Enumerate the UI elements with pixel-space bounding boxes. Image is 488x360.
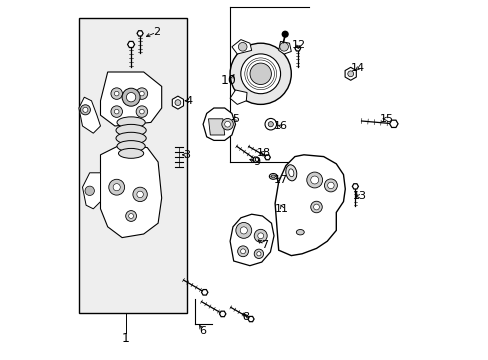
Polygon shape bbox=[389, 120, 397, 127]
Ellipse shape bbox=[271, 175, 275, 178]
Polygon shape bbox=[208, 119, 224, 135]
Polygon shape bbox=[352, 184, 358, 189]
Circle shape bbox=[125, 211, 136, 221]
Circle shape bbox=[80, 105, 90, 115]
Polygon shape bbox=[101, 144, 162, 238]
Circle shape bbox=[310, 201, 322, 213]
Circle shape bbox=[235, 222, 251, 238]
Ellipse shape bbox=[288, 169, 293, 177]
Text: 7: 7 bbox=[260, 240, 267, 250]
Ellipse shape bbox=[117, 141, 145, 152]
Circle shape bbox=[114, 91, 119, 96]
Ellipse shape bbox=[296, 230, 304, 235]
Circle shape bbox=[136, 88, 147, 99]
Text: 5: 5 bbox=[231, 114, 239, 124]
Ellipse shape bbox=[269, 174, 277, 179]
Text: 9: 9 bbox=[253, 157, 260, 167]
Ellipse shape bbox=[118, 148, 143, 158]
Text: 18: 18 bbox=[257, 148, 271, 158]
Text: 1: 1 bbox=[122, 332, 129, 345]
Circle shape bbox=[137, 191, 143, 198]
Text: 12: 12 bbox=[291, 40, 305, 50]
Text: 15: 15 bbox=[379, 114, 393, 124]
Circle shape bbox=[254, 229, 266, 242]
Text: 3: 3 bbox=[183, 150, 190, 160]
Text: 16: 16 bbox=[273, 121, 287, 131]
Circle shape bbox=[175, 100, 181, 105]
Circle shape bbox=[111, 106, 122, 117]
Circle shape bbox=[126, 93, 136, 102]
Polygon shape bbox=[219, 311, 225, 317]
Text: 2: 2 bbox=[152, 27, 160, 37]
Circle shape bbox=[310, 176, 318, 184]
Circle shape bbox=[313, 204, 319, 210]
Circle shape bbox=[257, 233, 263, 239]
Ellipse shape bbox=[117, 117, 145, 128]
Circle shape bbox=[108, 179, 124, 195]
Polygon shape bbox=[345, 67, 356, 80]
Circle shape bbox=[267, 122, 273, 127]
Polygon shape bbox=[231, 40, 251, 54]
Circle shape bbox=[114, 109, 119, 114]
Circle shape bbox=[327, 182, 333, 189]
Circle shape bbox=[264, 118, 276, 130]
Polygon shape bbox=[203, 108, 235, 140]
Circle shape bbox=[136, 106, 147, 117]
Text: 13: 13 bbox=[352, 191, 366, 201]
Circle shape bbox=[85, 186, 94, 195]
Polygon shape bbox=[252, 157, 259, 162]
Polygon shape bbox=[82, 173, 101, 209]
Circle shape bbox=[230, 43, 291, 104]
Circle shape bbox=[254, 249, 263, 258]
Circle shape bbox=[122, 88, 140, 106]
Polygon shape bbox=[127, 41, 134, 48]
Circle shape bbox=[324, 179, 337, 192]
Ellipse shape bbox=[285, 165, 296, 181]
Circle shape bbox=[139, 109, 144, 114]
Circle shape bbox=[111, 88, 122, 99]
Circle shape bbox=[249, 63, 271, 85]
Polygon shape bbox=[79, 97, 101, 133]
Circle shape bbox=[82, 107, 88, 112]
Polygon shape bbox=[278, 41, 291, 54]
Text: 6: 6 bbox=[199, 326, 206, 336]
Circle shape bbox=[256, 252, 261, 256]
Circle shape bbox=[347, 71, 353, 77]
Polygon shape bbox=[275, 155, 345, 256]
Polygon shape bbox=[201, 289, 207, 295]
Circle shape bbox=[240, 249, 245, 254]
Text: 11: 11 bbox=[275, 204, 289, 214]
Text: 10: 10 bbox=[220, 75, 236, 87]
Ellipse shape bbox=[116, 124, 146, 136]
Circle shape bbox=[240, 227, 247, 234]
Polygon shape bbox=[230, 214, 273, 266]
Circle shape bbox=[133, 187, 147, 202]
Circle shape bbox=[224, 121, 230, 127]
Circle shape bbox=[113, 184, 120, 191]
Circle shape bbox=[282, 31, 287, 37]
Circle shape bbox=[128, 213, 133, 219]
Bar bbox=[79, 18, 186, 313]
Text: 8: 8 bbox=[242, 312, 249, 322]
Polygon shape bbox=[137, 31, 143, 36]
Polygon shape bbox=[294, 46, 300, 51]
Circle shape bbox=[238, 42, 246, 51]
Circle shape bbox=[139, 91, 144, 96]
Text: 14: 14 bbox=[350, 63, 364, 73]
Polygon shape bbox=[247, 316, 254, 322]
Polygon shape bbox=[264, 155, 270, 160]
Circle shape bbox=[222, 118, 233, 130]
Polygon shape bbox=[172, 96, 183, 109]
Circle shape bbox=[237, 246, 248, 257]
Text: 17: 17 bbox=[273, 175, 287, 185]
Circle shape bbox=[279, 42, 288, 51]
Polygon shape bbox=[101, 72, 162, 126]
Polygon shape bbox=[230, 90, 246, 104]
Circle shape bbox=[240, 54, 280, 94]
Circle shape bbox=[306, 172, 322, 188]
Text: 4: 4 bbox=[185, 96, 192, 106]
Ellipse shape bbox=[116, 132, 146, 144]
